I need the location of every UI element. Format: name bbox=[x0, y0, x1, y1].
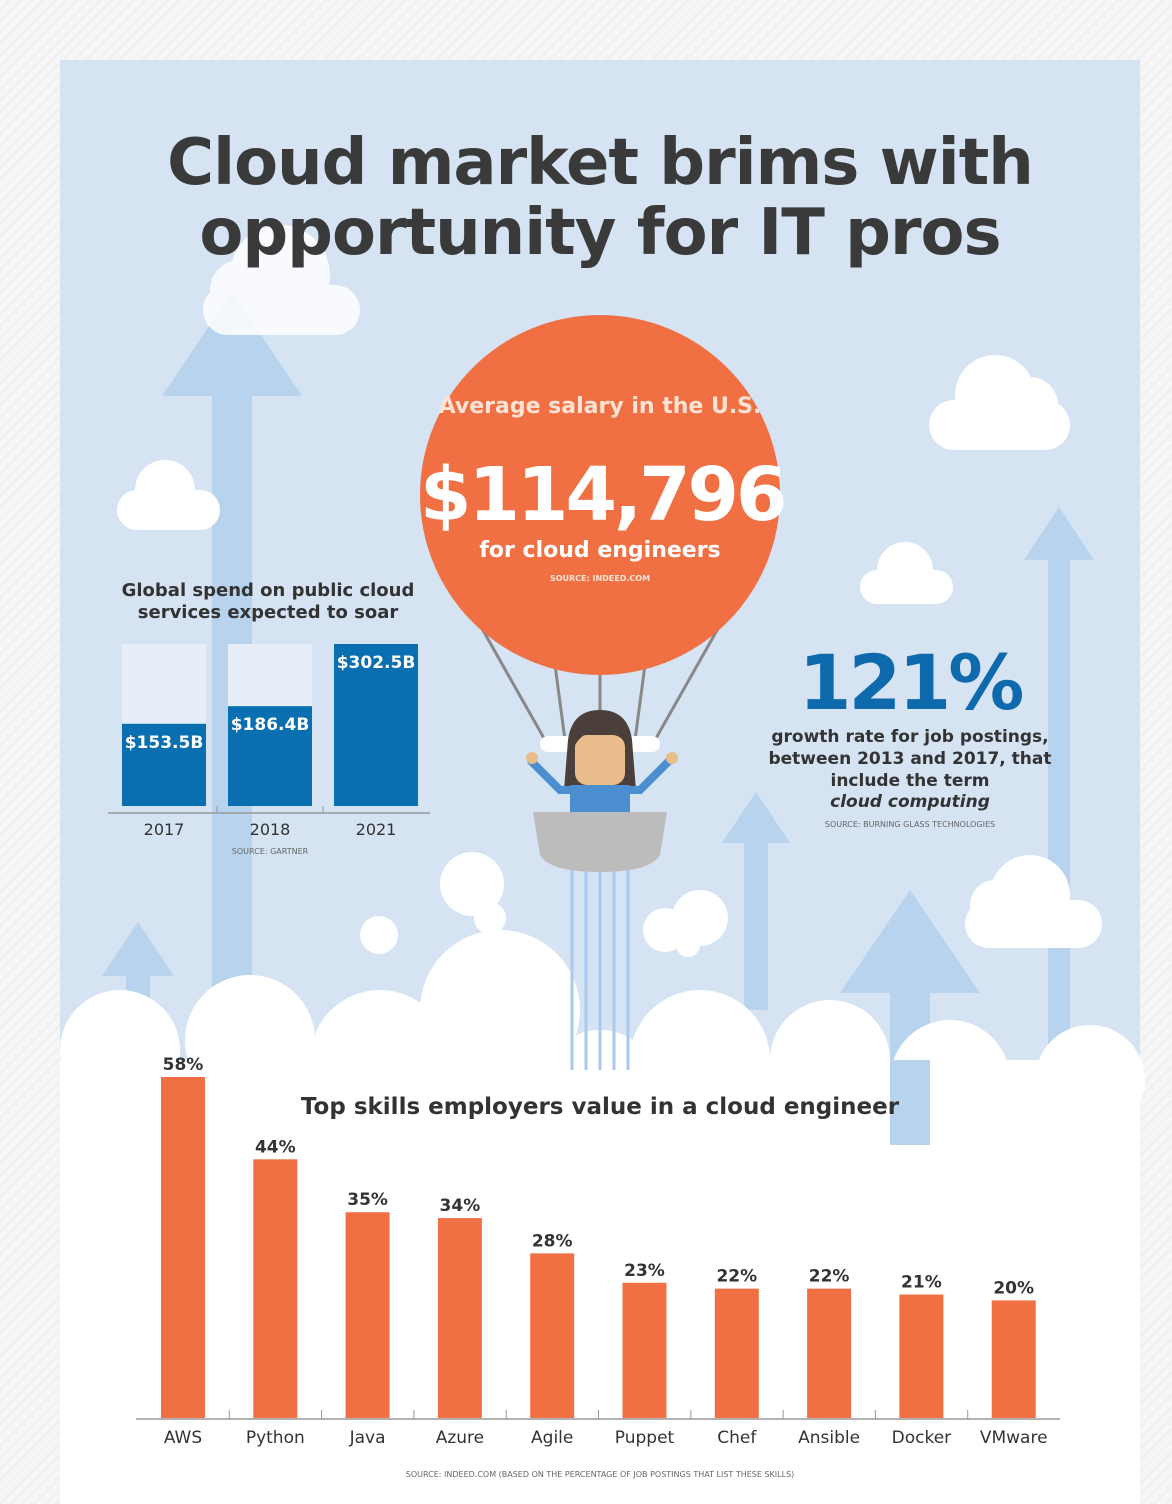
bar-Docker bbox=[899, 1294, 944, 1418]
spend-source: SOURCE: GARTNER bbox=[231, 847, 309, 856]
data-label: 44% bbox=[255, 1137, 296, 1157]
bar-2021 bbox=[334, 644, 418, 806]
x-tick-label: Chef bbox=[717, 1428, 757, 1448]
x-tick-label: Agile bbox=[531, 1428, 573, 1448]
growth-emphasis: cloud computing bbox=[830, 792, 990, 812]
bar-VMware bbox=[991, 1300, 1036, 1418]
x-tick-label: 2018 bbox=[250, 820, 291, 839]
salary-value: $114,796 bbox=[420, 452, 788, 538]
bar-Puppet bbox=[622, 1282, 667, 1418]
bar-Azure bbox=[437, 1218, 482, 1418]
data-label: $186.4B bbox=[231, 715, 310, 735]
balloon-exhaust-icon bbox=[570, 870, 630, 1070]
bar-2017 bbox=[122, 723, 206, 806]
bar-Java bbox=[345, 1212, 390, 1418]
data-label: 28% bbox=[532, 1231, 573, 1251]
data-label: 35% bbox=[347, 1190, 388, 1210]
x-tick-label: Java bbox=[349, 1428, 386, 1448]
arrow-tail-icon bbox=[890, 1060, 930, 1145]
x-tick-label: Ansible bbox=[798, 1428, 860, 1448]
data-label: $153.5B bbox=[125, 733, 204, 753]
spend-chart-title: Global spend on public cloud services ex… bbox=[121, 580, 415, 623]
x-tick-label: 2017 bbox=[144, 820, 185, 839]
skills-chart-title: Top skills employers value in a cloud en… bbox=[300, 1094, 900, 1120]
growth-source: SOURCE: BURNING GLASS TECHNOLOGIES bbox=[824, 820, 996, 829]
x-tick-label: AWS bbox=[164, 1428, 202, 1448]
data-label: 20% bbox=[993, 1278, 1034, 1298]
salary-heading: Average salary in the U.S. bbox=[438, 394, 762, 419]
skills-source: SOURCE: INDEED.COM (BASED ON THE PERCENT… bbox=[405, 1470, 795, 1479]
bar-Ansible bbox=[807, 1288, 852, 1418]
data-label: 22% bbox=[809, 1267, 850, 1287]
data-label: 23% bbox=[624, 1261, 665, 1281]
x-tick-label: 2021 bbox=[356, 820, 397, 839]
growth-stat: 121% growth rate for job postings, betwe… bbox=[760, 638, 1060, 830]
bar-Python bbox=[253, 1159, 298, 1418]
data-label: 58% bbox=[163, 1055, 204, 1075]
salary-source: SOURCE: INDEED.COM bbox=[549, 574, 651, 583]
x-tick-label: Python bbox=[246, 1428, 305, 1448]
cloud-icons bbox=[60, 225, 1145, 1504]
data-label: 21% bbox=[901, 1273, 942, 1293]
growth-value: 121% bbox=[798, 638, 1025, 727]
bar-Chef bbox=[714, 1288, 759, 1418]
data-label: 22% bbox=[716, 1267, 757, 1287]
growth-text: growth rate for job postings, between 20… bbox=[768, 727, 1052, 791]
x-tick-label: Azure bbox=[436, 1428, 484, 1448]
x-tick-label: Puppet bbox=[615, 1428, 675, 1448]
hot-air-balloon-icon bbox=[420, 315, 780, 872]
x-tick-label: Docker bbox=[892, 1428, 952, 1448]
data-label: $302.5B bbox=[337, 653, 416, 673]
data-label: 34% bbox=[440, 1196, 481, 1216]
salary-subtitle: for cloud engineers bbox=[479, 538, 721, 563]
x-tick-label: VMware bbox=[980, 1428, 1048, 1448]
bar-2018 bbox=[228, 706, 312, 806]
bar-Agile bbox=[530, 1253, 575, 1418]
bar-AWS bbox=[161, 1077, 205, 1418]
page-title: Cloud market brims with opportunity for … bbox=[167, 126, 1034, 270]
